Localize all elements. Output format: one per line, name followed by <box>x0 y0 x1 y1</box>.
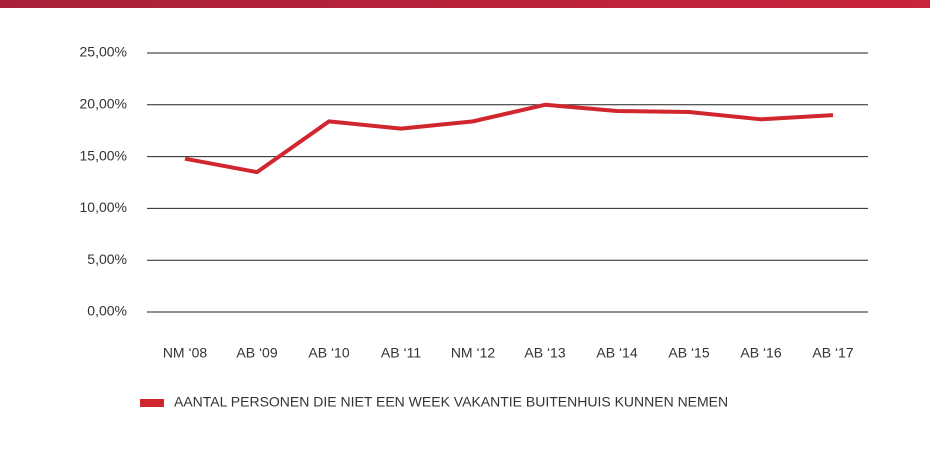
line-series <box>184 102 834 175</box>
y-tick-label: 5,00% <box>87 251 127 267</box>
x-tick-label: AB ‘11 <box>381 345 421 361</box>
y-tick-label: 25,00% <box>80 44 127 60</box>
x-tick-label: NM ‘12 <box>451 345 496 361</box>
y-tick-label: 0,00% <box>87 303 127 319</box>
y-tick-label: 10,00% <box>80 199 127 215</box>
legend-label: AANTAL PERSONEN DIE NIET EEN WEEK VAKANT… <box>174 394 728 410</box>
x-tick-label: AB ‘16 <box>740 345 781 361</box>
x-tick-label: AB ‘14 <box>596 345 637 361</box>
x-tick-label: AB ‘17 <box>812 345 853 361</box>
x-tick-label: AB ‘15 <box>668 345 709 361</box>
y-tick-label: 20,00% <box>80 96 127 112</box>
legend-swatch <box>140 399 164 407</box>
header-bar <box>0 0 930 8</box>
y-tick-label: 15,00% <box>80 147 127 163</box>
x-tick-label: AB ‘13 <box>524 345 565 361</box>
x-tick-label: NM ‘08 <box>163 345 208 361</box>
x-tick-label: AB ‘10 <box>308 345 349 361</box>
x-tick-label: AB ‘09 <box>236 345 277 361</box>
